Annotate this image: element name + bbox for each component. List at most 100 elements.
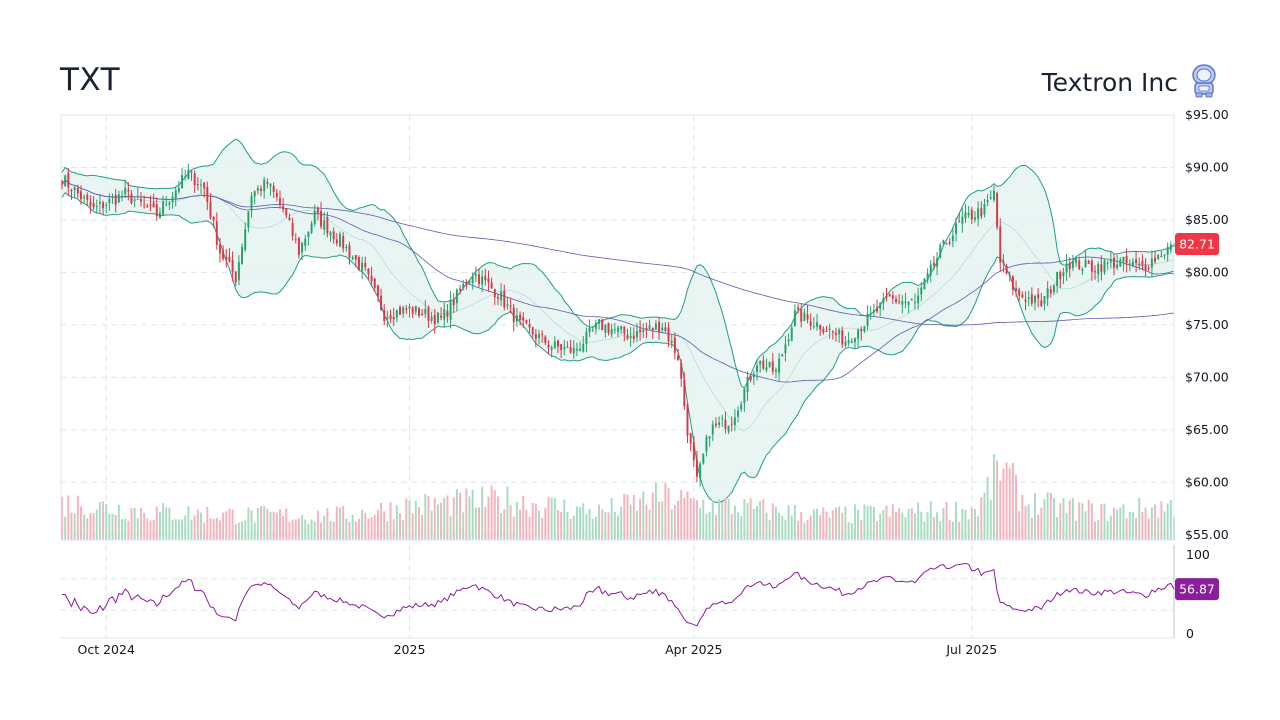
volume-bar	[143, 512, 146, 540]
volume-bar	[193, 515, 196, 540]
candle-body	[146, 205, 149, 208]
candle-body	[310, 223, 313, 233]
candle-body	[639, 329, 642, 332]
volume-bar	[585, 514, 588, 540]
candle-body	[212, 216, 215, 221]
candle-body	[610, 329, 613, 335]
volume-bar	[335, 506, 338, 540]
volume-bar	[695, 500, 698, 540]
volume-bar	[291, 519, 294, 540]
volume-bar	[737, 512, 740, 540]
candle-body	[253, 191, 256, 197]
volume-bar	[1011, 462, 1014, 540]
volume-bar	[528, 516, 531, 540]
volume-bar	[1049, 492, 1052, 540]
volume-bar	[566, 511, 569, 540]
candle-body	[1043, 296, 1046, 304]
volume-bar	[920, 511, 923, 540]
candle-body	[320, 210, 323, 227]
y-tick-label: $65.00	[1185, 422, 1229, 437]
candle-body	[768, 361, 771, 367]
candle-body	[816, 322, 819, 327]
volume-bar	[367, 518, 370, 540]
candle-body	[872, 310, 875, 313]
candle-body	[967, 213, 970, 216]
candle-body	[124, 187, 127, 195]
volume-bar	[155, 506, 158, 540]
volume-bar	[812, 509, 815, 540]
bollinger-fill	[62, 139, 1174, 503]
volume-bar	[79, 506, 82, 540]
candle-body	[759, 360, 762, 365]
candle-body	[1090, 260, 1093, 272]
volume-bar	[844, 506, 847, 540]
volume-bar	[1097, 519, 1100, 540]
candle-body	[95, 206, 98, 208]
volume-bar	[222, 512, 225, 540]
candle-body	[683, 379, 686, 407]
y-tick-label: $55.00	[1185, 527, 1229, 542]
volume-bar	[421, 514, 424, 540]
candle-body	[756, 365, 758, 372]
volume-bar	[973, 508, 976, 540]
candle-body	[275, 192, 278, 198]
candle-body	[970, 209, 973, 220]
candlesticks	[61, 163, 1175, 487]
candle-body	[733, 417, 736, 425]
volume-bar	[443, 497, 446, 540]
rsi-tick-label: 0	[1186, 626, 1194, 641]
candle-body	[632, 335, 635, 339]
volume-bar	[244, 520, 247, 540]
volume-bar	[187, 506, 190, 540]
candle-body	[515, 315, 518, 322]
candle-body	[449, 300, 452, 320]
volume-bar	[774, 506, 777, 540]
volume-bar	[550, 497, 553, 540]
volume-bar	[556, 510, 559, 540]
candle-body	[256, 187, 259, 191]
candle-body	[285, 208, 288, 216]
volume-bar	[964, 509, 967, 540]
candle-body	[1094, 271, 1097, 273]
candle-body	[345, 246, 348, 248]
candle-body	[828, 328, 831, 330]
volume-bar	[196, 509, 199, 540]
volume-bar	[1027, 504, 1030, 540]
candle-body	[443, 309, 446, 320]
candle-body	[304, 238, 307, 246]
candle-body	[474, 274, 477, 276]
volume-bar	[942, 508, 945, 540]
y-tick-label: $60.00	[1185, 474, 1229, 489]
candle-body	[989, 197, 992, 199]
volume-bar	[645, 504, 648, 540]
volume-bar	[500, 513, 503, 540]
candle-body	[1071, 260, 1074, 269]
candle-body	[143, 204, 146, 206]
volume-bar	[604, 512, 607, 540]
candle-body	[234, 271, 237, 283]
candle-body	[774, 369, 777, 372]
volume-bar	[768, 519, 771, 540]
candle-body	[778, 358, 781, 373]
volume-bar	[1084, 511, 1087, 540]
candle-body	[882, 298, 885, 304]
y-tick-label: $70.00	[1185, 369, 1229, 384]
volume-bar	[673, 505, 676, 540]
candle-body	[1087, 260, 1090, 264]
volume-bar	[538, 510, 541, 540]
candle-body	[455, 289, 458, 304]
volume-bar	[771, 503, 774, 540]
volume-bar	[215, 517, 218, 540]
volume-bar	[1043, 499, 1046, 540]
candle-body	[863, 326, 866, 332]
volume-bar	[509, 505, 512, 540]
volume-bar	[127, 520, 130, 540]
volume-bar	[95, 509, 98, 540]
volume-bar	[1144, 507, 1147, 540]
candle-body	[635, 331, 638, 338]
candle-body	[86, 194, 89, 200]
candle-body	[658, 322, 661, 333]
candle-body	[1119, 259, 1122, 267]
volume-bar	[1128, 511, 1131, 540]
chart-axes	[60, 114, 1175, 639]
